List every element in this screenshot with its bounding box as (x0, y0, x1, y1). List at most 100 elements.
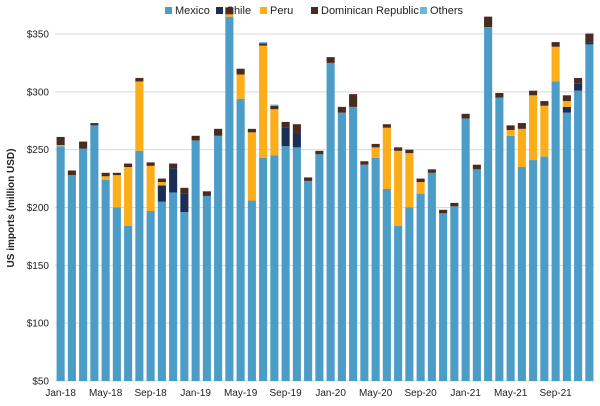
bar-segment-peru (101, 176, 110, 180)
bar-segment-dominican-republic (67, 170, 76, 176)
bar-segment-dominican-republic (214, 128, 223, 136)
bar-segment-chile (180, 193, 189, 213)
bar-segment-chile (574, 83, 583, 91)
bar-segment-peru (405, 153, 414, 208)
bar-segment-mexico (371, 157, 380, 381)
bar-segment-peru (112, 175, 121, 208)
bar-segment-mexico (247, 200, 256, 381)
bar-segment-mexico (495, 97, 504, 381)
bar-segment-mexico (101, 179, 110, 381)
bar-segment-dominican-republic (371, 143, 380, 148)
bar-segment-mexico (56, 146, 65, 381)
bar-segment-dominican-republic (180, 187, 189, 194)
x-tick-label: May-19 (224, 388, 258, 399)
bar-segment-others (259, 42, 268, 44)
bar-segment-dominican-republic (326, 57, 335, 63)
bar-segment-peru (56, 145, 65, 147)
bar-segment-dominican-republic (202, 191, 211, 196)
bar-segment-others (270, 104, 279, 106)
y-tick-label: $250 (27, 145, 50, 156)
bar-segment-mexico (236, 98, 245, 382)
bar-segment-peru (416, 182, 425, 194)
legend-label: Others (430, 5, 464, 17)
gridlines (55, 33, 595, 382)
bar-segment-dominican-republic (292, 124, 301, 134)
bar-segment-dominican-republic (225, 7, 234, 15)
bar-segment-mexico (202, 195, 211, 381)
bar-segment-peru (236, 74, 245, 99)
bar-segment-mexico (259, 157, 268, 381)
bar-segment-mexico (146, 210, 155, 381)
bar-segment-peru (551, 46, 560, 82)
bar-segment-peru (529, 95, 538, 161)
bar-segment-dominican-republic (450, 202, 459, 207)
bar-segment-mexico (427, 172, 436, 381)
bar-segment-mexico (439, 213, 448, 381)
bar-segment-dominican-republic (270, 105, 279, 110)
bar-segment-dominican-republic (169, 163, 178, 169)
bar-segment-mexico (90, 125, 99, 381)
bar-segment-peru (371, 147, 380, 158)
bar-segment-peru (506, 130, 515, 136)
x-tick-label: May-21 (494, 388, 528, 399)
legend: Mexico Chile Peru Dominican Republic Others (165, 5, 464, 17)
bar-segment-chile (157, 185, 166, 202)
bar-segment-dominican-republic (551, 42, 560, 47)
bar-segment-mexico (281, 146, 290, 381)
bar-segment-dominican-republic (562, 95, 571, 102)
y-tick-label: $100 (27, 319, 50, 330)
x-tick-label: Jan-19 (180, 388, 211, 399)
bar-segment-mexico (405, 207, 414, 381)
bar-segment-mexico (135, 150, 144, 381)
bar-segment-dominican-republic (157, 178, 166, 183)
bar-segment-mexico (214, 135, 223, 381)
bar-segment-dominican-republic (79, 141, 88, 149)
bar-segment-mexico (551, 81, 560, 381)
bar-segment-mexico (112, 207, 121, 381)
legend-swatch (311, 7, 318, 14)
bar-segment-chile (169, 168, 178, 193)
bar-segment-mexico (315, 154, 324, 381)
bar-segment-dominican-republic (259, 43, 268, 46)
bar-segment-mexico (461, 118, 470, 381)
bar-segment-dominican-republic (146, 162, 155, 166)
bar-segment-dominican-republic (337, 106, 346, 113)
bar-segment-mexico (349, 106, 358, 382)
bar-segment-dominican-republic (191, 135, 200, 141)
bar-segment-dominican-republic (135, 77, 144, 82)
bar-segment-mexico (180, 212, 189, 381)
bar-segment-dominican-republic (517, 123, 526, 129)
y-axis-label: US imports (million USD) (6, 149, 17, 268)
bar-segment-dominican-republic (247, 128, 256, 133)
x-tick-label: Sep-18 (135, 388, 168, 399)
bar-segment-dominican-republic (349, 94, 358, 107)
bar-segment-dominican-republic (427, 169, 436, 173)
bar-segment-mexico (79, 148, 88, 381)
bar-segment-peru (562, 101, 571, 107)
bar-segment-mexico (67, 175, 76, 381)
legend-label: Peru (270, 5, 293, 17)
bar-segment-dominican-republic (472, 164, 481, 170)
bar-segment-peru (382, 127, 391, 189)
bar-segment-chile (292, 133, 301, 148)
bar-segment-peru (259, 45, 268, 158)
bar-segment-dominican-republic (236, 68, 245, 75)
bar-segment-mexico (124, 226, 133, 381)
bar-segment-peru (517, 128, 526, 168)
x-tick-label: Jan-20 (315, 388, 346, 399)
bar-segment-dominican-republic (394, 147, 403, 151)
bar-segment-peru (540, 105, 549, 157)
bar-segment-dominican-republic (484, 16, 493, 28)
bar-segment-mexico (562, 112, 571, 382)
bar-segment-mexico (540, 156, 549, 381)
x-tick-label: May-18 (89, 388, 123, 399)
bar-segment-mexico (394, 226, 403, 381)
bar-segment-mexico (191, 140, 200, 381)
bar-segment-peru (157, 182, 166, 186)
bar-segment-dominican-republic (506, 125, 515, 131)
legend-swatch (216, 7, 223, 14)
bar-segment-dominican-republic (585, 34, 594, 43)
bar-segment-mexico (304, 180, 313, 381)
bar-segment-dominican-republic (304, 177, 313, 181)
legend-label: Dominican Republic (321, 5, 419, 17)
